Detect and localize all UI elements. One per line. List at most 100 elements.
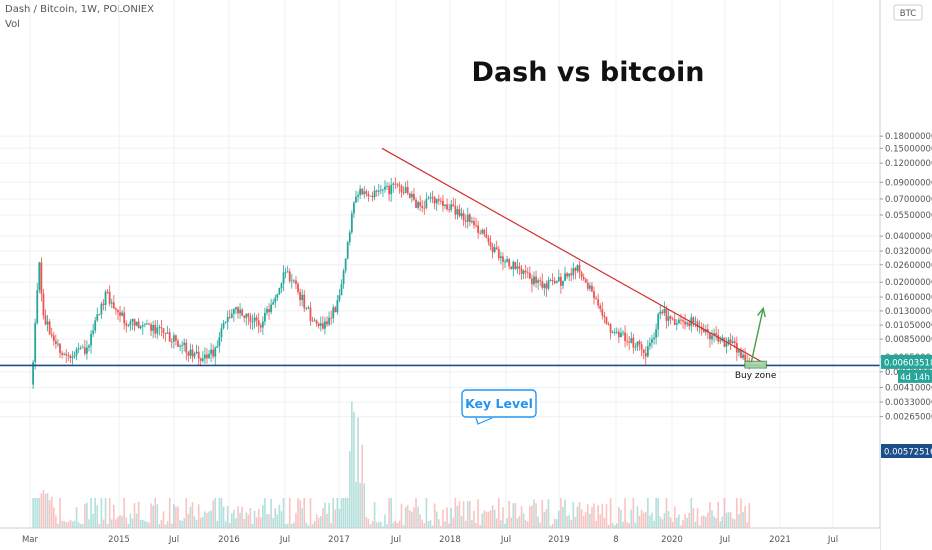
volume-bar xyxy=(622,521,624,528)
candle-body xyxy=(264,312,266,322)
volume-bar xyxy=(96,505,99,528)
candle-body xyxy=(90,333,92,346)
candle-body xyxy=(452,204,455,207)
volume-bar xyxy=(295,512,297,528)
candle-body xyxy=(365,191,368,195)
candle-body xyxy=(528,272,531,279)
volume-bar xyxy=(139,519,142,528)
time-tick-label: Jul xyxy=(168,535,179,545)
candle-body xyxy=(526,272,529,274)
candle-body xyxy=(675,323,678,325)
candle-body xyxy=(301,294,304,301)
candle-body xyxy=(309,307,312,321)
volume-bar xyxy=(36,498,39,528)
candle-body xyxy=(100,303,103,315)
volume-bar xyxy=(667,510,670,528)
candle-body xyxy=(175,335,177,341)
volume-bar xyxy=(580,509,583,528)
volume-bar xyxy=(390,498,392,528)
volume-bar xyxy=(315,514,318,528)
candle-body xyxy=(338,295,341,301)
candle-body xyxy=(359,188,362,196)
candle-body xyxy=(717,334,720,342)
volume-bar xyxy=(727,512,730,528)
volume-bar xyxy=(696,507,699,528)
candle-body xyxy=(742,354,744,359)
volume-bar xyxy=(692,508,695,528)
buy-zone-box xyxy=(744,360,767,369)
volume-bar xyxy=(406,505,409,528)
candle-body xyxy=(261,321,264,328)
candle-body xyxy=(75,349,78,356)
candle-body xyxy=(32,362,34,385)
volume-bar xyxy=(423,522,426,528)
volume-bar xyxy=(123,498,125,528)
candle-body xyxy=(628,341,631,343)
candle-body xyxy=(158,327,161,329)
candle-body xyxy=(586,282,589,289)
time-tick-label: Jul xyxy=(390,535,401,545)
volume-bar xyxy=(131,518,134,528)
candle-body xyxy=(355,196,357,203)
candle-body xyxy=(537,280,540,283)
volume-bar xyxy=(560,498,562,528)
volume-bar xyxy=(539,522,542,528)
candle-body xyxy=(224,322,227,324)
volume-bar xyxy=(655,498,657,528)
volume-bar xyxy=(210,510,212,528)
candle-body xyxy=(108,291,111,304)
candle-body xyxy=(458,209,461,217)
volume-bar xyxy=(173,504,175,528)
candle-body xyxy=(524,270,527,273)
candle-body xyxy=(510,266,513,270)
time-tick-label: 8 xyxy=(613,535,618,545)
candle-body xyxy=(297,284,299,292)
candle-body xyxy=(599,305,602,309)
volume-bar xyxy=(682,519,684,528)
time-tick-label: Jul xyxy=(500,535,511,545)
key-level-price-badge xyxy=(881,444,932,458)
volume-bar xyxy=(92,513,94,528)
volume-bar xyxy=(543,511,546,528)
volume-bar xyxy=(425,498,428,528)
candle-body xyxy=(617,331,620,338)
candle-body xyxy=(582,276,585,280)
volume-bar xyxy=(137,501,140,528)
volume-bar xyxy=(181,520,183,528)
candle-body xyxy=(638,341,641,345)
volume-bar xyxy=(305,522,308,528)
candle-body xyxy=(489,242,492,247)
volume-bar xyxy=(533,499,535,528)
volume-bar xyxy=(547,499,550,528)
volume-bar xyxy=(485,511,488,528)
volume-bar xyxy=(65,522,68,528)
volume-bar xyxy=(456,505,459,528)
volume-bar xyxy=(162,511,165,528)
volume-bar xyxy=(713,516,715,528)
volume-bar xyxy=(427,521,430,528)
candle-body xyxy=(448,209,451,211)
candle-body xyxy=(725,343,728,347)
candle-body xyxy=(613,331,616,333)
candle-body xyxy=(170,341,173,343)
candle-body xyxy=(464,220,467,222)
volume-bar xyxy=(183,518,185,528)
candle-body xyxy=(146,323,148,325)
candle-body xyxy=(181,345,184,347)
volume-bar xyxy=(431,525,434,528)
candle-body xyxy=(651,339,653,343)
candle-body xyxy=(475,225,477,227)
currency-button[interactable]: BTC xyxy=(893,4,923,21)
candle-body xyxy=(539,280,542,282)
volume-bar xyxy=(740,498,742,528)
volume-bar xyxy=(342,498,345,528)
volume-bar xyxy=(642,512,645,528)
candle-body xyxy=(272,302,275,305)
volume-bar xyxy=(324,502,326,528)
candle-body xyxy=(154,324,157,334)
volume-bar xyxy=(555,519,558,528)
volume-bar xyxy=(653,520,655,528)
candle-body xyxy=(522,270,525,274)
